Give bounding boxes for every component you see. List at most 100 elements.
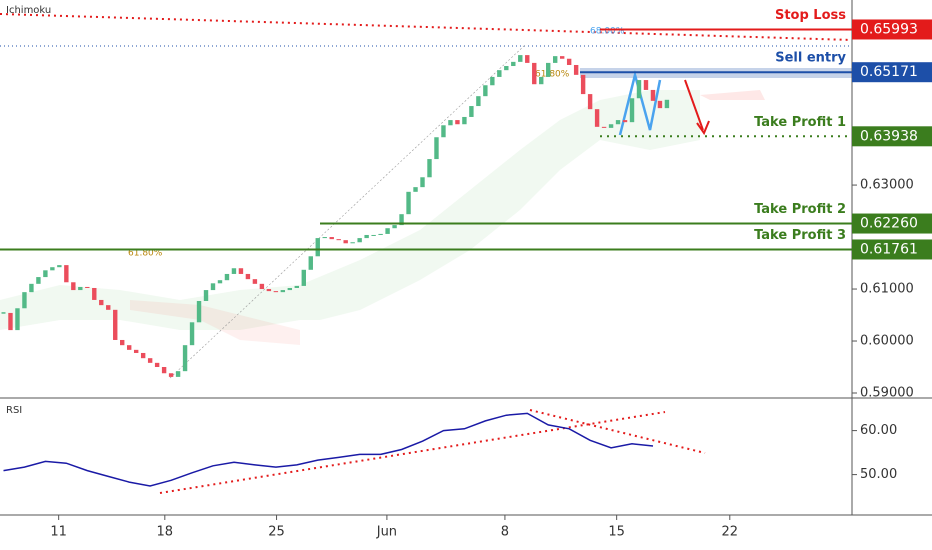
candle [224, 273, 230, 281]
candle [448, 120, 453, 126]
candle [15, 308, 20, 331]
candle [406, 191, 411, 215]
x-tick-label: 22 [722, 525, 739, 540]
candle [441, 125, 446, 138]
y-tick-label: 0.60000 [860, 334, 914, 349]
candle [64, 265, 69, 283]
candle [385, 228, 390, 234]
x-tick-label: 18 [157, 525, 174, 540]
candle [462, 116, 467, 125]
candle [133, 349, 139, 353]
candle [43, 270, 48, 278]
candle [434, 137, 439, 160]
y-tick-label: 0.63000 [860, 178, 914, 193]
candle [287, 287, 293, 291]
candle [8, 312, 13, 331]
rsi-trendline [159, 411, 666, 494]
candle [147, 358, 153, 363]
candle [490, 76, 495, 86]
candle [511, 61, 516, 67]
candle [78, 286, 83, 291]
candle [168, 373, 174, 377]
candle [636, 80, 642, 99]
level-name: Stop Loss [775, 8, 846, 23]
x-tick-label: Jun [376, 525, 397, 540]
candle [427, 159, 432, 178]
candle [371, 234, 376, 236]
candle [483, 85, 488, 97]
level-name: Take Profit 3 [754, 228, 846, 243]
candle [308, 256, 313, 270]
level-value: 0.65171 [860, 64, 918, 80]
candle [539, 76, 544, 85]
fib-diagonal [169, 44, 526, 379]
fib-label: 61.80% [128, 249, 163, 259]
candle [315, 238, 320, 257]
candle [615, 120, 621, 125]
x-tick-label: 8 [501, 525, 509, 540]
pattern-line [618, 70, 662, 136]
candle [182, 345, 188, 372]
arrow-head [696, 120, 710, 136]
candle [566, 58, 572, 65]
level-name: Sell entry [775, 51, 846, 66]
level-value: 0.65993 [860, 21, 918, 37]
ichimoku-cloud [0, 90, 700, 330]
candle [329, 237, 334, 240]
candle [357, 238, 362, 243]
x-tick-label: 25 [268, 525, 285, 540]
level-name: Take Profit 1 [754, 115, 846, 130]
candle [266, 289, 272, 292]
x-tick-label: 11 [50, 525, 67, 540]
candle [497, 70, 502, 77]
level-value-box [852, 126, 932, 147]
candle [525, 55, 530, 63]
resistance-trendline [0, 13, 853, 41]
candle [573, 64, 579, 75]
level-value: 0.63938 [860, 128, 918, 144]
candle [36, 277, 41, 284]
candle [99, 299, 104, 306]
candle [343, 240, 348, 244]
pane-label: RSI [6, 405, 22, 416]
level-value: 0.61761 [860, 241, 918, 257]
level-value: 0.62260 [860, 216, 918, 232]
level-name: Take Profit 2 [754, 202, 846, 217]
arrow [684, 79, 704, 131]
candle [280, 290, 286, 293]
candle [50, 267, 55, 271]
candle [189, 322, 195, 346]
candle [420, 177, 425, 188]
candle [643, 80, 649, 90]
candle [154, 362, 160, 368]
candle [504, 66, 509, 71]
candle [259, 283, 265, 290]
level-value-box [852, 239, 932, 260]
candle [210, 283, 216, 291]
level-value-box [852, 19, 932, 40]
candle [29, 283, 34, 293]
indicator-label: Ichimoku [6, 5, 51, 16]
candle [217, 280, 223, 284]
candle [455, 120, 460, 125]
candle [399, 214, 404, 226]
candle [322, 237, 327, 239]
candle [413, 187, 418, 192]
candle [476, 96, 481, 107]
rsi-tick-label: 60.00 [860, 423, 897, 438]
candle [161, 367, 167, 374]
candle [601, 126, 607, 128]
candle [113, 309, 118, 340]
level-value-box [852, 213, 932, 234]
candle [22, 292, 27, 309]
candle [532, 62, 537, 85]
candle [85, 286, 90, 288]
candle [273, 291, 279, 293]
candle [106, 305, 111, 310]
candle [580, 74, 586, 95]
candle [364, 234, 369, 239]
fib-label: 61.80% [535, 70, 570, 80]
y-tick-label: 0.61000 [860, 282, 914, 297]
candle [650, 89, 656, 101]
